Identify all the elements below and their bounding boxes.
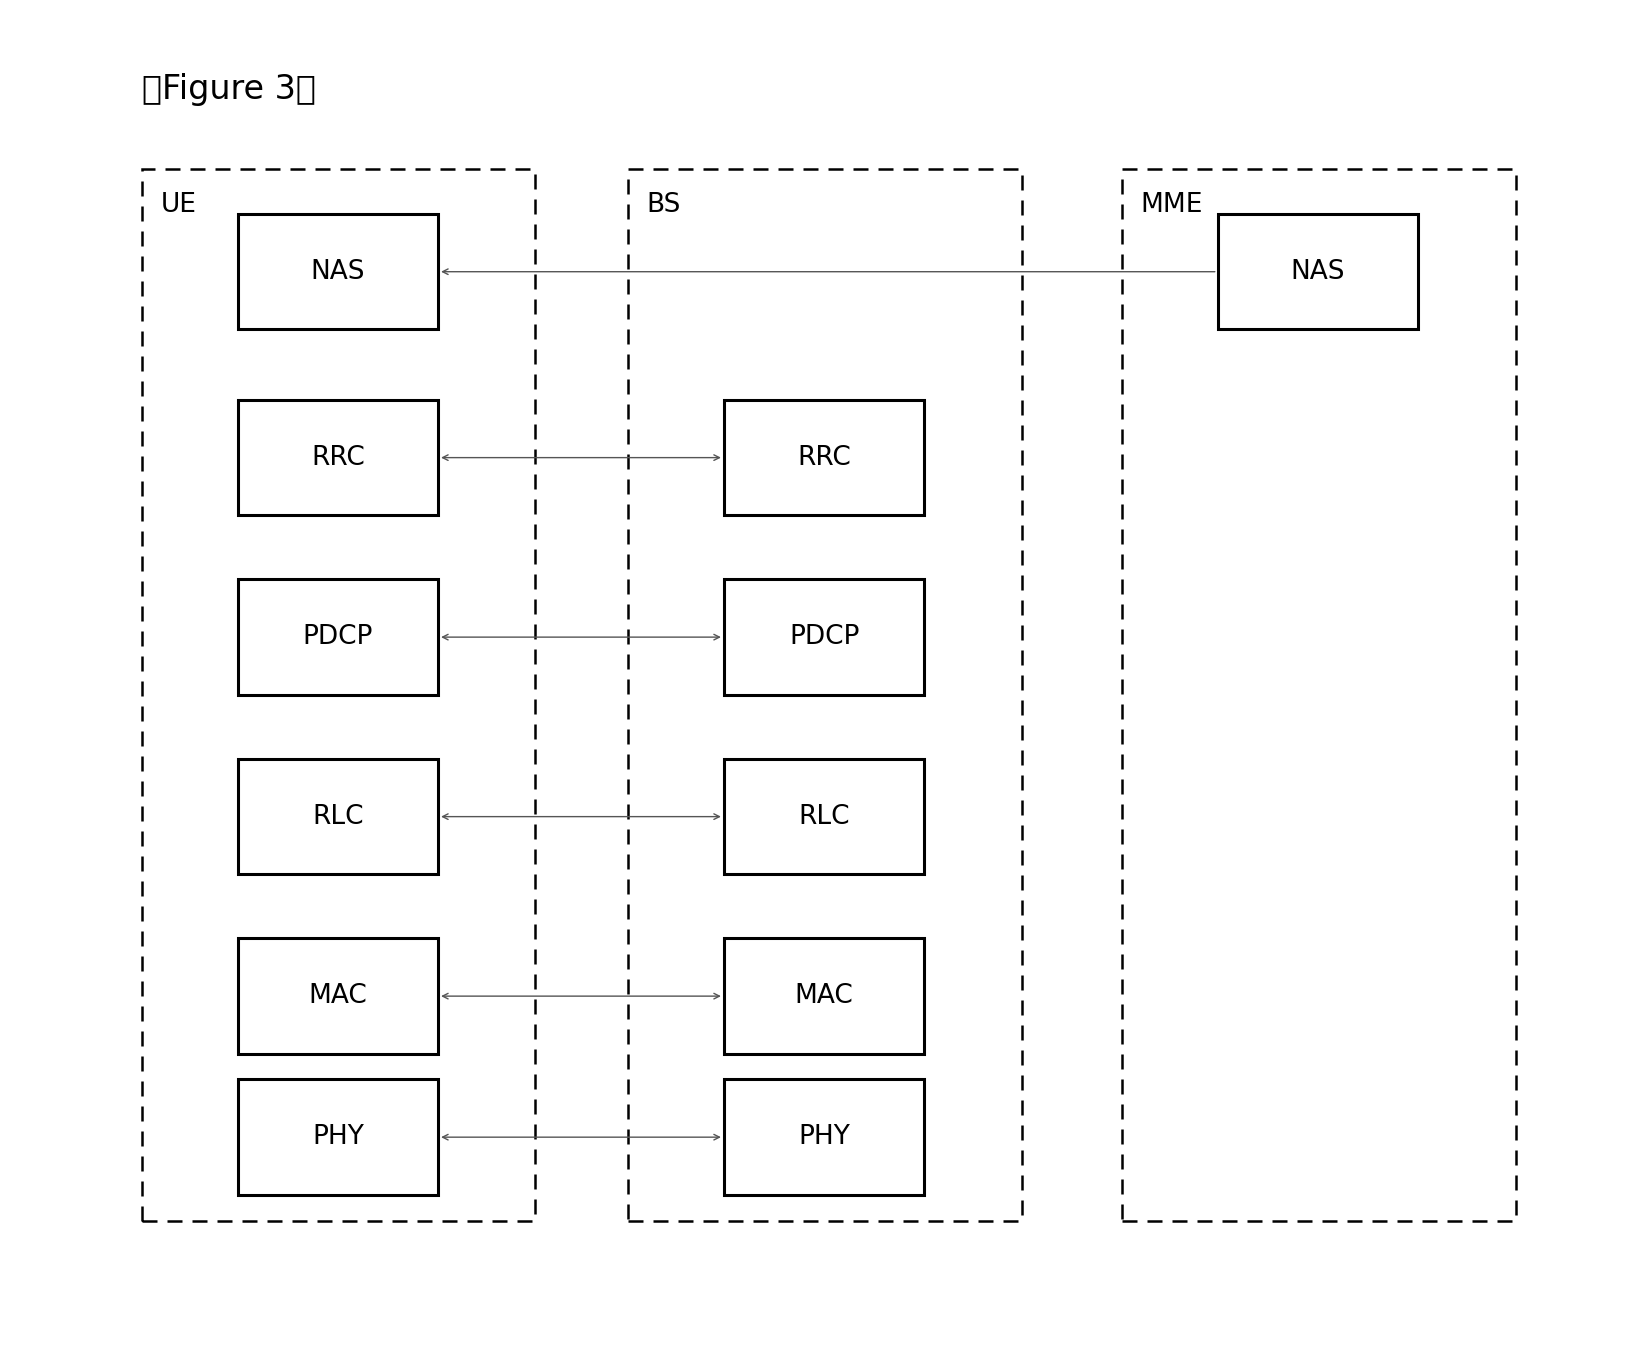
Text: PDCP: PDCP bbox=[302, 625, 373, 651]
Text: RRC: RRC bbox=[798, 445, 851, 471]
Text: PHY: PHY bbox=[798, 1124, 851, 1150]
Bar bbox=[1218, 214, 1419, 330]
Text: NAS: NAS bbox=[310, 259, 365, 285]
Bar bbox=[238, 214, 438, 330]
Bar bbox=[238, 758, 438, 874]
Bar bbox=[724, 580, 924, 694]
Bar bbox=[627, 169, 1021, 1221]
Text: MME: MME bbox=[1141, 192, 1204, 218]
Text: MAC: MAC bbox=[309, 983, 368, 1009]
Bar bbox=[1121, 169, 1516, 1221]
Text: 『Figure 3』: 『Figure 3』 bbox=[141, 74, 315, 106]
Bar bbox=[724, 400, 924, 516]
Bar bbox=[238, 400, 438, 516]
Text: PHY: PHY bbox=[312, 1124, 365, 1150]
Text: MAC: MAC bbox=[795, 983, 854, 1009]
Bar bbox=[238, 1079, 438, 1195]
Text: UE: UE bbox=[161, 192, 197, 218]
Text: PDCP: PDCP bbox=[788, 625, 859, 651]
Bar bbox=[238, 580, 438, 694]
Bar bbox=[724, 938, 924, 1054]
Bar bbox=[724, 758, 924, 874]
Text: RRC: RRC bbox=[310, 445, 365, 471]
Text: NAS: NAS bbox=[1291, 259, 1345, 285]
Text: RLC: RLC bbox=[798, 803, 851, 829]
Bar bbox=[238, 938, 438, 1054]
Bar bbox=[141, 169, 535, 1221]
Text: RLC: RLC bbox=[312, 803, 363, 829]
Text: BS: BS bbox=[647, 192, 681, 218]
Bar bbox=[724, 1079, 924, 1195]
